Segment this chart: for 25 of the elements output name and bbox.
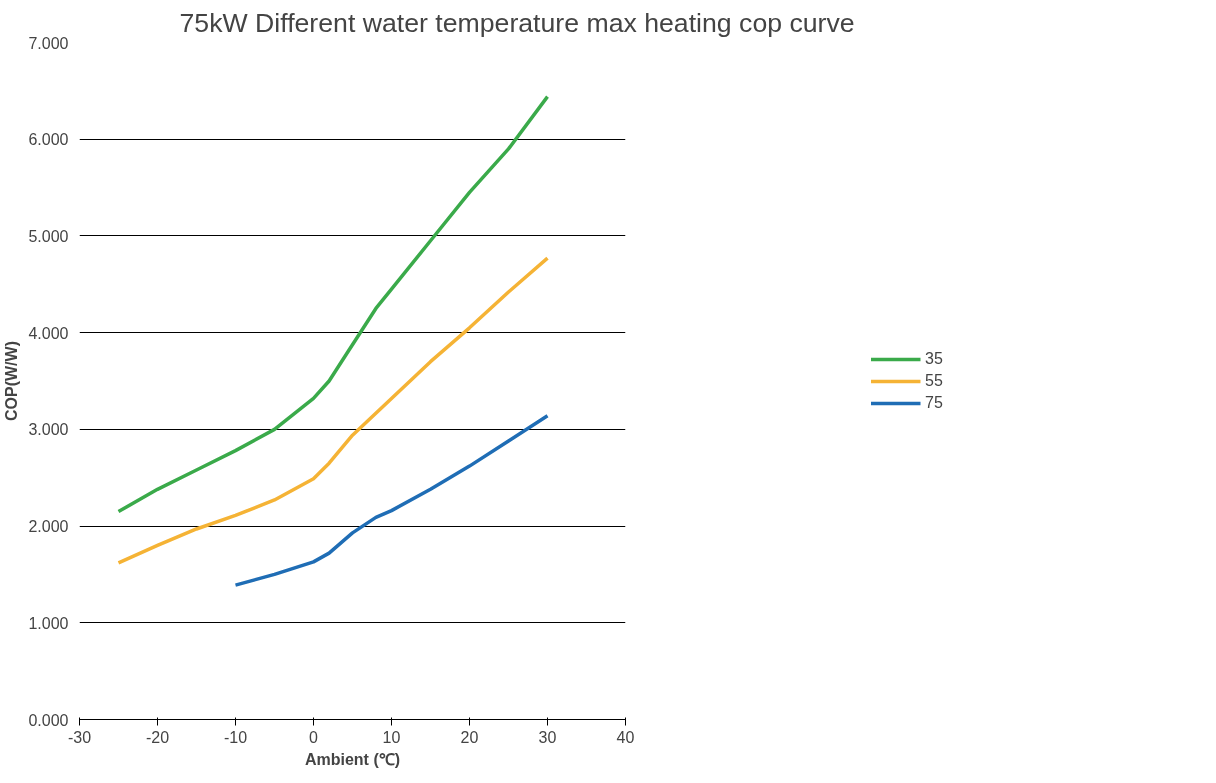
x-tick-label: -10 bbox=[223, 728, 248, 746]
y-axis-title: COP(W/W) bbox=[3, 341, 21, 421]
y-tick-label: 2.000 bbox=[28, 518, 69, 536]
y-tick-label: 4.000 bbox=[28, 324, 69, 342]
x-tick-label: 0 bbox=[309, 728, 319, 746]
legend-label: 55 bbox=[925, 371, 944, 390]
x-tick-label: 30 bbox=[538, 728, 557, 746]
y-tick-label: 0.000 bbox=[28, 711, 69, 729]
x-tick-label: 20 bbox=[460, 728, 479, 746]
legend-label: 75 bbox=[925, 393, 944, 412]
x-axis-title: Ambient (℃) bbox=[304, 750, 401, 768]
line-series bbox=[233, 414, 550, 587]
line-series bbox=[116, 94, 550, 514]
x-tick-label: 10 bbox=[382, 728, 401, 746]
legend-label: 35 bbox=[925, 349, 944, 368]
x-tick-label: -30 bbox=[67, 728, 92, 746]
x-tick-label: -20 bbox=[145, 728, 170, 746]
y-tick-label: 5.000 bbox=[28, 227, 69, 245]
x-tick-label: 40 bbox=[616, 728, 635, 746]
chart-title: 75kW Different water temperature max heating cop curve bbox=[179, 7, 855, 38]
y-tick-label: 3.000 bbox=[28, 421, 69, 439]
y-tick-label: 6.000 bbox=[28, 131, 69, 149]
y-tick-label: 1.000 bbox=[28, 614, 69, 632]
y-tick-label: 7.000 bbox=[28, 34, 69, 52]
line-series bbox=[116, 256, 550, 565]
